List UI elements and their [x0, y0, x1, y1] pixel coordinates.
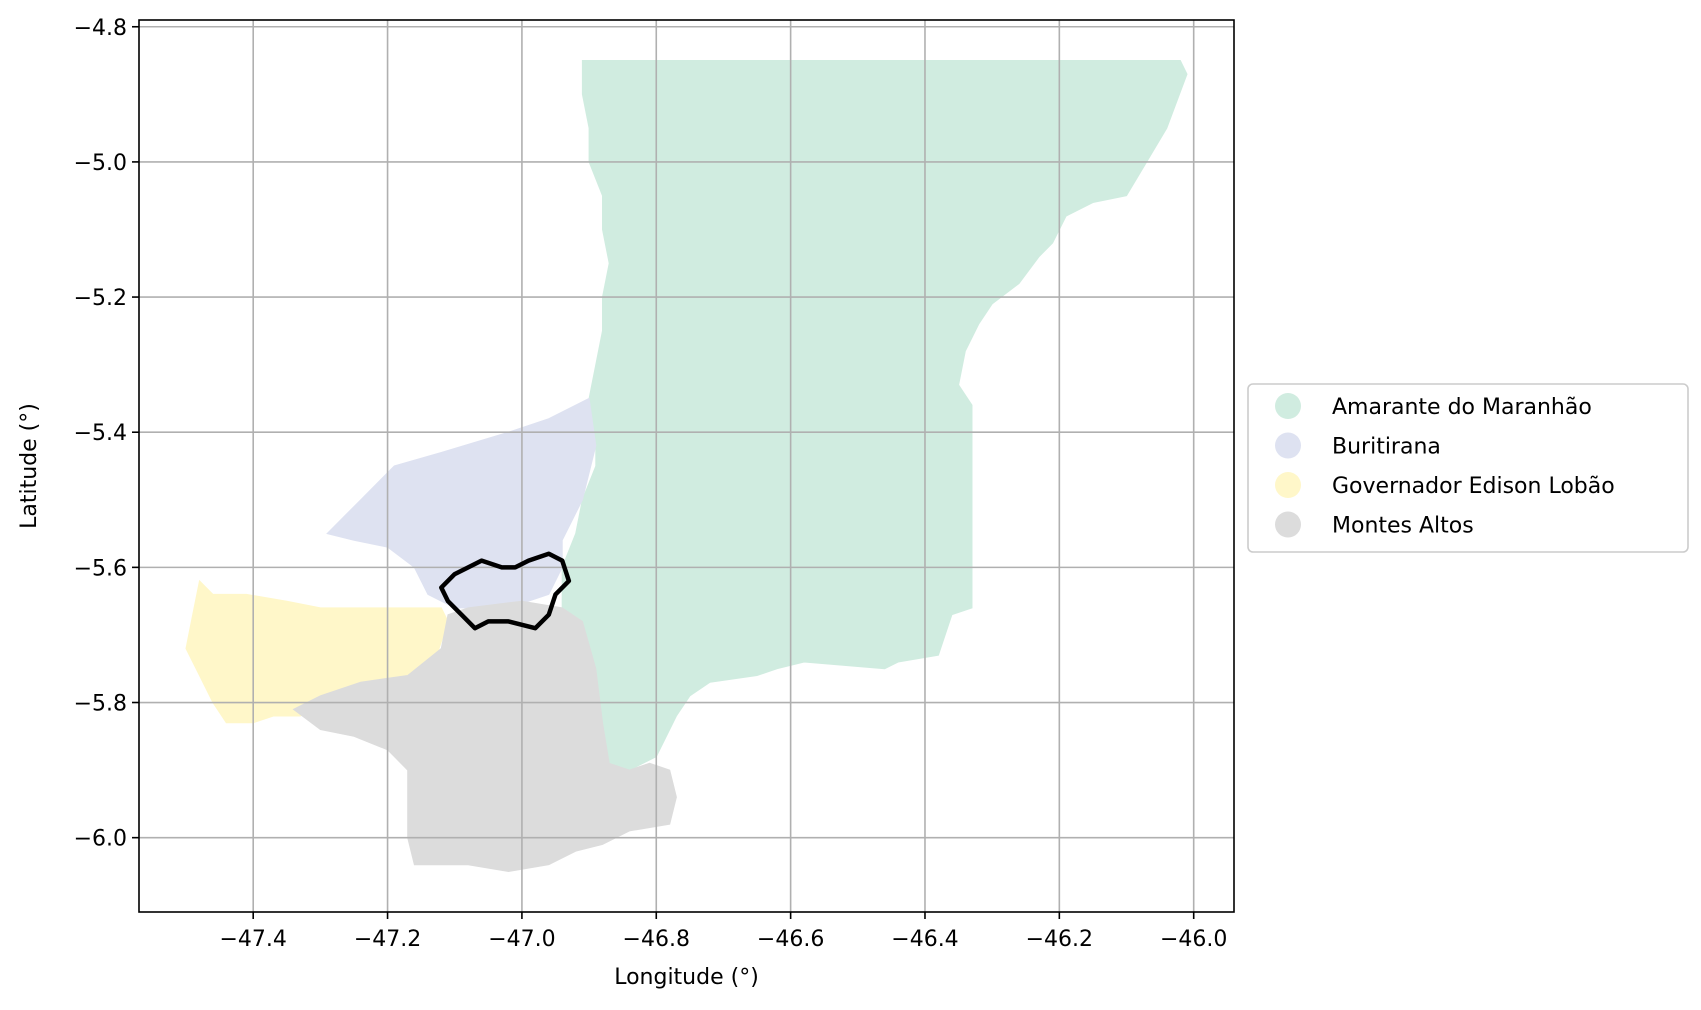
y-tick-label: −5.6	[74, 556, 127, 581]
y-tick-label: −5.2	[74, 286, 127, 311]
y-tick-label: −5.0	[74, 151, 127, 176]
region-buritirana	[326, 397, 597, 609]
axes-frame	[138, 19, 1235, 913]
regions-layer	[185, 60, 1188, 873]
region-montes-altos	[292, 600, 677, 873]
outline-layer	[439, 551, 572, 631]
x-axis: −47.4 −47.2 −47.0 −46.8 −46.6 −46.4 −46.2 −46.0	[219, 912, 1227, 952]
x-tick-label: −47.0	[488, 927, 555, 952]
y-axis: −4.8 −5.0 −5.2 −5.4 −5.6 −5.8 −6.0	[74, 16, 139, 852]
y-tick-label: −5.8	[74, 692, 127, 717]
x-tick-label: −46.4	[891, 927, 958, 952]
legend-label-governador-edison-lobao: Governador Edison Lobão	[1332, 474, 1615, 499]
x-axis-label: Longitude (°)	[614, 965, 759, 990]
y-tick-label: −6.0	[74, 827, 127, 852]
legend-marker-montes-altos	[1275, 511, 1301, 538]
legend-marker-buritirana	[1275, 432, 1301, 459]
x-tick-label: −46.8	[623, 927, 690, 952]
x-tick-label: −47.4	[219, 927, 286, 952]
grid-layer	[139, 20, 1234, 912]
legend-label-montes-altos: Montes Altos	[1332, 514, 1474, 539]
legend: Amarante do Maranhão Buritirana Governador…	[1247, 383, 1689, 553]
x-tick-label: −46.2	[1026, 927, 1093, 952]
x-tick-label: −46.0	[1160, 927, 1227, 952]
legend-label-amarante-do-maranhao: Amarante do Maranhão	[1332, 395, 1592, 420]
y-tick-label: −4.8	[74, 16, 127, 41]
region-amarante-do-maranhao	[561, 60, 1188, 771]
x-tick-label: −47.2	[354, 927, 421, 952]
x-tick-label: −46.6	[757, 927, 824, 952]
highlighted-area-outline	[439, 551, 572, 631]
legend-label-buritirana: Buritirana	[1332, 435, 1441, 460]
legend-box	[1247, 383, 1689, 553]
y-tick-label: −5.4	[74, 421, 127, 446]
legend-marker-amarante-do-maranhao	[1275, 393, 1301, 419]
y-axis-label: Latitude (°)	[17, 403, 42, 529]
legend-marker-governador-edison-lobao	[1275, 472, 1301, 498]
